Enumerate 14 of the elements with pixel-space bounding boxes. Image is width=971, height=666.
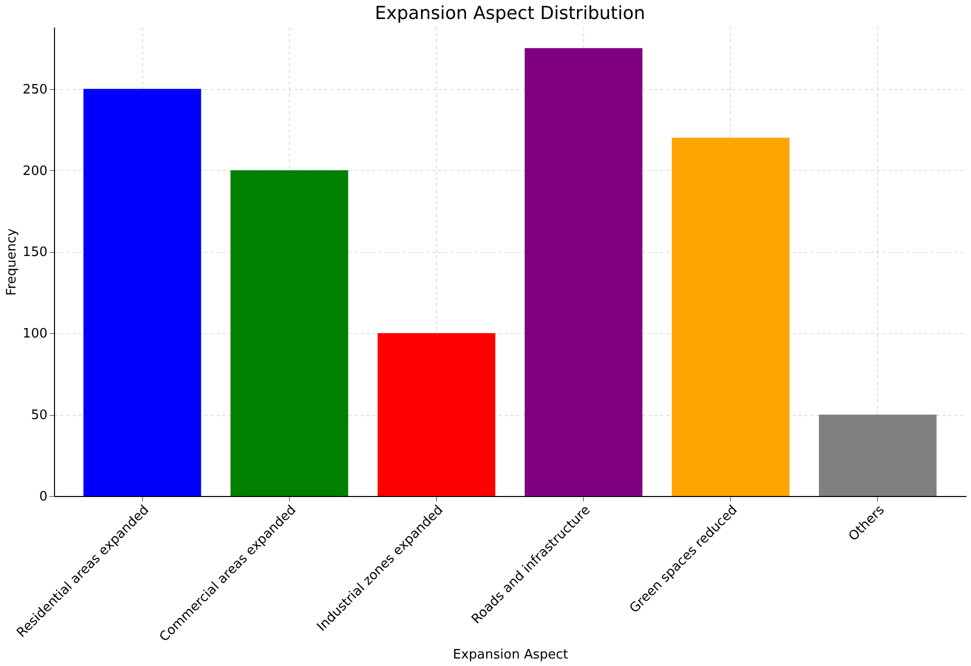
y-tick-label: 250	[22, 82, 48, 98]
y-tick-label: 50	[30, 408, 48, 424]
bar	[672, 138, 790, 496]
x-axis-title: Expansion Aspect	[452, 647, 568, 662]
y-tick-label: 0	[39, 490, 48, 504]
y-tick-label: 200	[22, 164, 48, 179]
bar	[230, 170, 348, 496]
bar	[524, 48, 642, 496]
chart-title: Expansion Aspect Distribution	[374, 3, 646, 24]
y-tick-label: 100	[22, 326, 48, 342]
bar	[83, 88, 202, 496]
y-axis-title: Frequency	[4, 228, 20, 296]
bar	[378, 333, 496, 496]
y-tick-label: 150	[22, 245, 48, 260]
